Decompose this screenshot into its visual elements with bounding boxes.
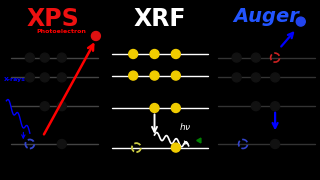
Ellipse shape bbox=[92, 31, 100, 40]
Ellipse shape bbox=[171, 143, 180, 152]
Text: XRF: XRF bbox=[133, 7, 186, 31]
Ellipse shape bbox=[171, 71, 180, 80]
Ellipse shape bbox=[25, 53, 34, 62]
Ellipse shape bbox=[57, 102, 66, 111]
Ellipse shape bbox=[25, 73, 34, 82]
Ellipse shape bbox=[271, 140, 280, 148]
Text: Photoelectron: Photoelectron bbox=[37, 29, 87, 34]
Ellipse shape bbox=[296, 17, 305, 26]
Ellipse shape bbox=[57, 73, 66, 82]
Ellipse shape bbox=[129, 71, 138, 80]
Ellipse shape bbox=[171, 103, 180, 112]
Text: XPS: XPS bbox=[27, 7, 80, 31]
Ellipse shape bbox=[232, 53, 241, 62]
Ellipse shape bbox=[150, 71, 159, 80]
Text: h$\nu$: h$\nu$ bbox=[179, 120, 192, 132]
Ellipse shape bbox=[150, 50, 159, 59]
Ellipse shape bbox=[271, 102, 280, 111]
Ellipse shape bbox=[150, 103, 159, 112]
Ellipse shape bbox=[40, 53, 49, 62]
Ellipse shape bbox=[40, 102, 49, 111]
Ellipse shape bbox=[129, 50, 138, 59]
Text: Auger: Auger bbox=[234, 7, 300, 26]
Ellipse shape bbox=[40, 73, 49, 82]
Ellipse shape bbox=[252, 102, 260, 111]
Ellipse shape bbox=[57, 53, 66, 62]
Ellipse shape bbox=[57, 140, 66, 148]
Ellipse shape bbox=[271, 73, 280, 82]
Ellipse shape bbox=[171, 50, 180, 59]
Ellipse shape bbox=[252, 53, 260, 62]
Ellipse shape bbox=[252, 73, 260, 82]
Text: X-rays: X-rays bbox=[4, 77, 26, 82]
Ellipse shape bbox=[232, 73, 241, 82]
